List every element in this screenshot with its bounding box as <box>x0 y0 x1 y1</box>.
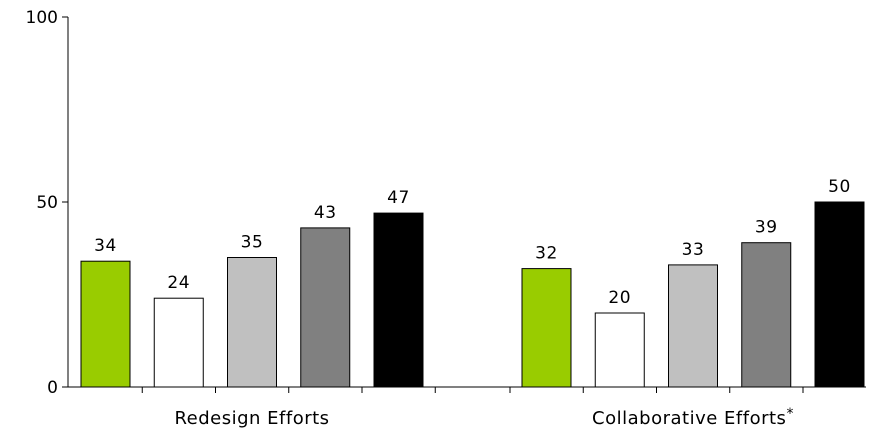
bar-redesign-5 <box>373 212 424 388</box>
category-label: Collaborative Efforts* <box>592 406 794 429</box>
bars-layer <box>80 201 865 388</box>
bar-redesign-2 <box>153 297 204 388</box>
data-label: 43 <box>314 203 337 223</box>
bar-collaborative-2 <box>594 312 645 388</box>
data-label: 24 <box>167 273 190 293</box>
category-name: Redesign Efforts <box>174 408 329 429</box>
footnote-asterisk: * <box>786 406 794 422</box>
data-label: 33 <box>682 240 705 260</box>
data-label: 34 <box>94 236 117 256</box>
bar-redesign-1 <box>80 260 131 388</box>
bar-redesign-3 <box>227 257 277 388</box>
data-label: 20 <box>608 288 631 308</box>
data-label: 39 <box>755 218 778 238</box>
y-tick-label: 100 <box>26 8 58 28</box>
bar-collaborative-1 <box>521 268 572 388</box>
category-name: Collaborative Efforts <box>592 408 786 429</box>
bar-collaborative-4 <box>741 242 792 388</box>
bar-redesign-4 <box>300 227 351 388</box>
data-label: 32 <box>535 244 558 264</box>
category-labels: Redesign Efforts Collaborative Efforts* <box>174 406 794 429</box>
category-label: Redesign Efforts <box>174 408 329 429</box>
data-label: 35 <box>241 233 264 253</box>
x-ticks <box>141 387 804 393</box>
data-label: 50 <box>828 177 851 197</box>
y-tick-label: 50 <box>36 193 58 213</box>
y-ticks: 0 50 100 <box>26 8 68 398</box>
bar-collaborative-5 <box>814 201 865 388</box>
y-tick-label: 0 <box>47 378 58 398</box>
data-label: 47 <box>387 188 410 208</box>
data-labels-layer: 34 24 35 43 47 32 20 33 39 50 <box>94 177 851 308</box>
bar-collaborative-3 <box>668 264 718 388</box>
